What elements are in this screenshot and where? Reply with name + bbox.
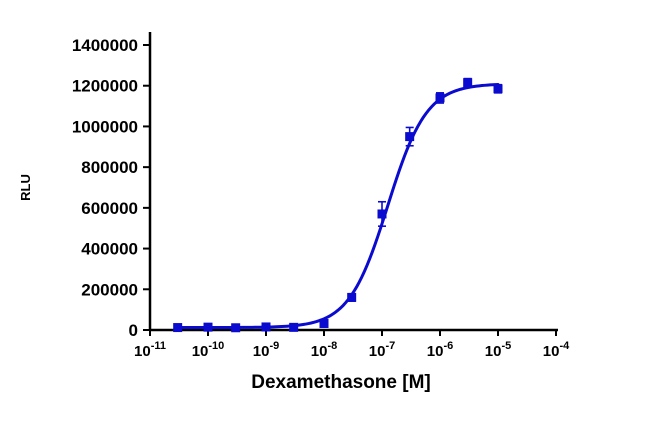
x-tick-label: 10-6 — [427, 340, 453, 360]
data-point — [405, 132, 415, 142]
fit-curve — [176, 83, 500, 330]
x-tick-label: 10-9 — [253, 340, 279, 360]
x-axis-title: Dexamethasone [M] — [251, 372, 431, 393]
data-point — [347, 292, 357, 302]
y-tick-label: 200000 — [81, 280, 138, 299]
x-tick-label: 10-4 — [543, 340, 570, 360]
y-tick-label: 1000000 — [72, 117, 138, 136]
data-point — [173, 323, 183, 333]
x-tick-label: 10-11 — [134, 340, 166, 360]
y-axis-title: RLU — [18, 174, 33, 201]
y-tick-label: 600000 — [81, 199, 138, 218]
x-tick-label: 10-8 — [311, 340, 337, 360]
y-tick-label: 800000 — [81, 158, 138, 177]
y-tick-label: 400000 — [81, 240, 138, 259]
data-point — [435, 93, 445, 103]
y-tick-label: 1200000 — [72, 77, 138, 96]
x-tick-label: 10-5 — [485, 340, 511, 360]
data-point — [493, 84, 503, 94]
y-tick-label: 0 — [129, 321, 138, 340]
data-point — [463, 78, 473, 88]
data-point — [203, 322, 213, 332]
x-tick-label: 10-10 — [192, 340, 225, 360]
y-tick-label: 1400000 — [72, 36, 138, 55]
data-point — [289, 322, 299, 332]
data-point — [261, 322, 271, 332]
x-tick-label: 10-7 — [369, 340, 395, 360]
data-point — [231, 323, 241, 333]
data-point — [377, 209, 387, 219]
data-point — [319, 318, 329, 328]
